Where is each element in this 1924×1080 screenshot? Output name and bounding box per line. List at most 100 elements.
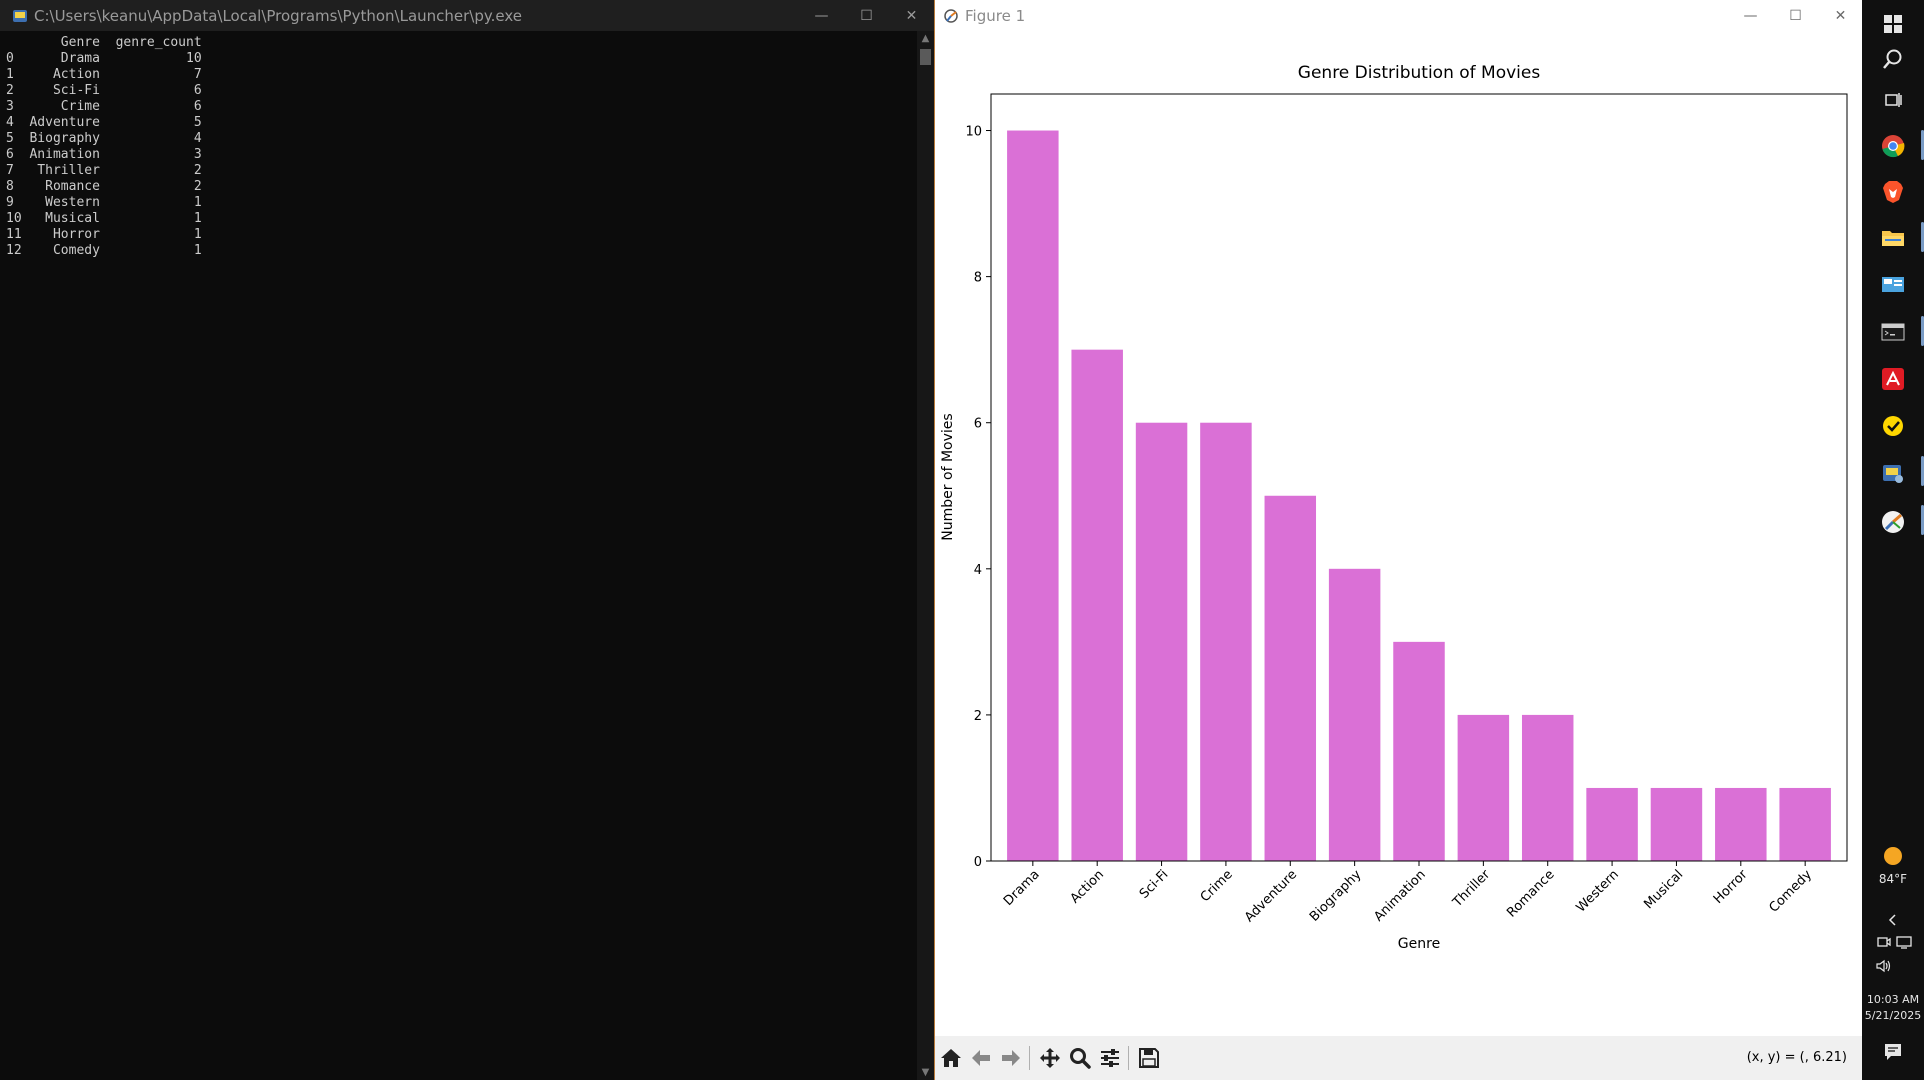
taskbar-chrome[interactable] xyxy=(1879,132,1907,160)
speaker-icon xyxy=(1876,959,1891,973)
search-button[interactable] xyxy=(1879,45,1907,73)
x-tick-label: Biography xyxy=(1307,867,1365,925)
console-line: 5 Biography 4 xyxy=(6,131,202,146)
meet-now-button[interactable] xyxy=(1870,928,1898,956)
bar-horror xyxy=(1715,787,1767,861)
x-tick-label: Comedy xyxy=(1766,867,1815,916)
console-line: Genre genre_count xyxy=(6,35,202,50)
taskbar-python-launcher[interactable] xyxy=(1879,460,1907,488)
bar-adventure xyxy=(1264,495,1317,861)
bar-musical xyxy=(1650,787,1703,861)
brave-icon xyxy=(1883,181,1903,203)
task-view-button[interactable] xyxy=(1879,86,1907,114)
maximize-button[interactable]: ☐ xyxy=(860,7,873,24)
y-tick-label: 0 xyxy=(974,855,982,870)
minimize-button[interactable]: — xyxy=(814,7,829,24)
save-button[interactable] xyxy=(1135,1044,1163,1072)
figure-window[interactable]: Figure 1 — ☐ ✕ Genre Distribution of Mov… xyxy=(934,0,1863,1080)
camera-icon xyxy=(1877,937,1891,947)
file-explorer-icon xyxy=(1882,231,1904,246)
console-window[interactable]: C:\Users\keanu\AppData\Local\Programs\Py… xyxy=(0,0,935,1080)
bar-chart[interactable]: Genre Distribution of Movies 0 2 4 6 8 10 Dra… xyxy=(935,31,1863,1036)
pan-button[interactable] xyxy=(1036,1044,1064,1072)
taskbar-matplotlib[interactable] xyxy=(1879,508,1907,536)
figure-maximize-button[interactable]: ☐ xyxy=(1789,7,1802,24)
close-button[interactable]: ✕ xyxy=(905,7,918,24)
home-icon xyxy=(941,1049,961,1067)
volume-button[interactable] xyxy=(1870,952,1898,980)
task-view-icon xyxy=(1885,93,1902,107)
matplotlib-icon xyxy=(944,8,958,23)
save-icon xyxy=(1139,1048,1159,1068)
taskbar-control-panel[interactable] xyxy=(1879,271,1907,299)
console-line: 9 Western 1 xyxy=(6,195,202,210)
x-tick-label: Musical xyxy=(1641,867,1686,912)
chevron-left-icon xyxy=(1888,914,1896,926)
bar-action xyxy=(1071,349,1123,861)
console-scrollbar[interactable]: ▲ ▼ xyxy=(917,31,934,1080)
chart-title: Genre Distribution of Movies xyxy=(1298,63,1541,83)
toolbar-separator xyxy=(1128,1046,1129,1070)
adobe-icon xyxy=(1882,368,1904,390)
figure-minimize-button[interactable]: — xyxy=(1743,7,1758,24)
x-tick-label: Western xyxy=(1574,867,1622,915)
running-indicator xyxy=(1921,130,1924,160)
scroll-up-arrow-icon[interactable]: ▲ xyxy=(921,33,930,44)
console-line: 12 Comedy 1 xyxy=(6,243,202,258)
y-tick-label: 4 xyxy=(974,563,982,578)
figure-titlebar[interactable]: Figure 1 — ☐ ✕ xyxy=(935,0,1863,31)
running-indicator xyxy=(1921,316,1924,346)
console-title: C:\Users\keanu\AppData\Local\Programs\Py… xyxy=(34,6,522,25)
figure-title: Figure 1 xyxy=(965,6,1026,25)
x-tick-label: Thriller xyxy=(1450,867,1494,911)
bar-western xyxy=(1586,787,1638,861)
terminal-icon xyxy=(1881,323,1905,341)
running-indicator xyxy=(1921,456,1924,486)
taskbar-norton[interactable] xyxy=(1879,412,1907,440)
clock-date[interactable]: 5/21/2025 xyxy=(1864,1009,1922,1022)
taskbar-adobe[interactable] xyxy=(1879,365,1907,393)
windows-start-icon xyxy=(1884,15,1902,33)
start-button[interactable] xyxy=(1879,10,1907,38)
y-tick-label: 2 xyxy=(974,709,982,724)
taskbar: 84°F 10:03 AM 5/21/2025 xyxy=(1862,0,1924,1080)
bar-biography xyxy=(1328,568,1381,861)
taskbar-file-explorer[interactable] xyxy=(1879,224,1907,252)
coordinate-readout: (x, y) = (, 6.21) xyxy=(1746,1050,1847,1065)
network-button[interactable] xyxy=(1890,928,1918,956)
console-line: 11 Horror 1 xyxy=(6,227,202,242)
back-button[interactable] xyxy=(967,1044,995,1072)
axes-frame xyxy=(990,93,1848,862)
move-icon xyxy=(1040,1048,1060,1068)
figure-close-button[interactable]: ✕ xyxy=(1834,7,1847,24)
x-tick-label: Action xyxy=(1068,867,1107,906)
figure-toolbar: (x, y) = (, 6.21) xyxy=(935,1036,1863,1080)
configure-subplots-button[interactable] xyxy=(1096,1044,1124,1072)
console-titlebar[interactable]: C:\Users\keanu\AppData\Local\Programs\Py… xyxy=(0,0,934,31)
back-arrow-icon xyxy=(972,1050,990,1066)
console-line: 6 Animation 3 xyxy=(6,147,202,162)
weather-widget[interactable] xyxy=(1879,842,1907,870)
taskbar-brave[interactable] xyxy=(1879,178,1907,206)
bar-sci-fi xyxy=(1135,422,1188,861)
console-line: 4 Adventure 5 xyxy=(6,115,202,130)
notification-center-button[interactable] xyxy=(1879,1038,1907,1066)
scroll-thumb[interactable] xyxy=(920,49,931,65)
clock-time[interactable]: 10:03 AM xyxy=(1866,993,1920,1006)
network-icon xyxy=(1896,936,1912,949)
x-tick-label: Horror xyxy=(1711,867,1751,907)
sun-icon xyxy=(1884,847,1902,865)
show-hidden-icons-button[interactable] xyxy=(1879,906,1907,934)
magnifier-icon xyxy=(1070,1048,1091,1069)
scroll-down-arrow-icon[interactable]: ▼ xyxy=(921,1067,930,1078)
zoom-button[interactable] xyxy=(1066,1044,1094,1072)
running-indicator xyxy=(1921,505,1924,535)
taskbar-terminal[interactable] xyxy=(1879,318,1907,346)
home-button[interactable] xyxy=(937,1044,965,1072)
running-indicator xyxy=(1921,222,1924,252)
forward-button[interactable] xyxy=(997,1044,1025,1072)
y-tick-label: 8 xyxy=(974,271,982,286)
console-line: 0 Drama 10 xyxy=(6,51,202,66)
bar-animation xyxy=(1393,641,1445,861)
x-tick-label: Adventure xyxy=(1242,867,1300,925)
